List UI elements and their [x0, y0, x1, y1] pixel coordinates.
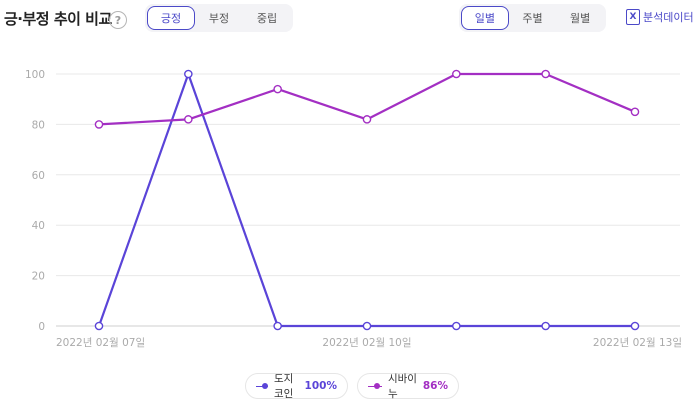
- data-point: [541, 69, 550, 79]
- period-tab-group: 일별 주별 월별: [459, 4, 606, 32]
- legend-item-dogecoin[interactable]: 도지코인 100%: [245, 373, 348, 400]
- legend-series-percent: 100%: [304, 380, 337, 392]
- x-tick-label: 2022년 02월 13일: [593, 336, 682, 349]
- data-point: [630, 321, 640, 331]
- data-point: [94, 321, 104, 331]
- excel-icon: X: [626, 9, 640, 25]
- data-point: [184, 115, 193, 124]
- data-point: [94, 120, 104, 129]
- help-icon[interactable]: ?: [109, 11, 127, 29]
- series-line-1: [97, 72, 635, 328]
- data-point: [630, 107, 640, 117]
- data-point: [184, 69, 193, 79]
- sentiment-tab-group: 긍정 부정 중립: [145, 4, 293, 32]
- y-tick-label: 40: [32, 220, 45, 232]
- export-label: 분석데이터: [643, 11, 694, 24]
- tab-monthly[interactable]: 월별: [570, 12, 591, 25]
- tab-neutral[interactable]: 중립: [256, 12, 278, 25]
- data-point: [273, 84, 282, 94]
- export-data-button[interactable]: X 분석데이터: [626, 9, 694, 25]
- x-tick-label: 2022년 02월 10일: [322, 336, 411, 349]
- data-point: [362, 115, 372, 124]
- legend-marker-icon: [368, 382, 382, 390]
- legend-item-shibainu[interactable]: 시바이누 86%: [357, 373, 459, 400]
- legend-series-name: 시바이누: [387, 373, 417, 400]
- tab-daily[interactable]: 일별: [461, 6, 509, 30]
- legend-series-name: 도지코인: [273, 373, 294, 400]
- tab-weekly[interactable]: 주별: [522, 12, 543, 25]
- page-title: 긍·부정 추이 비교: [4, 10, 112, 28]
- legend-marker-icon: [256, 382, 268, 390]
- y-tick-label: 20: [32, 271, 45, 283]
- y-tick-label: 100: [25, 69, 45, 81]
- legend-series-percent: 86%: [422, 380, 448, 392]
- data-point: [452, 321, 461, 331]
- data-point: [273, 321, 282, 331]
- y-tick-label: 80: [32, 119, 45, 131]
- x-tick-label: 2022년 02월 07일: [56, 336, 145, 349]
- data-point: [452, 69, 461, 79]
- tab-negative[interactable]: 부정: [208, 12, 230, 25]
- y-tick-label: 0: [38, 321, 45, 333]
- y-tick-label: 60: [32, 170, 45, 182]
- data-point: [362, 321, 372, 331]
- data-point: [541, 321, 550, 331]
- tab-positive[interactable]: 긍정: [147, 6, 195, 30]
